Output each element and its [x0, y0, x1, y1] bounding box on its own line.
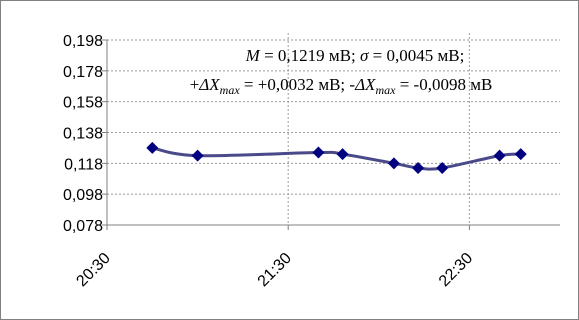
y-tick-label: 0,178 — [63, 64, 103, 81]
y-tick-label: 0,078 — [63, 218, 103, 235]
data-point-marker — [191, 149, 204, 162]
plus-delta: ΔX — [198, 75, 220, 94]
minus-prefix: - — [349, 75, 355, 94]
y-tick-label: 0,118 — [64, 156, 103, 173]
data-point-marker — [493, 149, 506, 162]
sigma-symbol: σ — [360, 46, 369, 65]
annotation: M = 0,1219 мВ; σ = 0,0045 мВ; +ΔXmax = +… — [190, 46, 493, 97]
y-tick-label: 0,198 — [63, 33, 103, 50]
sigma-value: = 0,0045 мВ; — [368, 46, 464, 65]
minus-value: = -0,0098 мВ — [395, 75, 492, 94]
data-point-marker — [387, 157, 400, 170]
y-tick-label: 0,138 — [63, 126, 103, 143]
plus-sub: max — [220, 83, 241, 97]
plus-prefix: + — [190, 75, 200, 94]
data-point-marker — [412, 161, 425, 174]
data-point-marker — [514, 148, 527, 161]
series-line — [151, 146, 521, 171]
y-tick-label: 0,098 — [63, 187, 103, 204]
x-tick-label: 22:30 — [436, 250, 476, 290]
data-point-marker — [312, 146, 325, 159]
y-tick-label: 0,158 — [63, 95, 103, 112]
x-tick-label: 21:30 — [255, 250, 295, 290]
m-symbol: M — [245, 46, 261, 65]
m-value: = 0,1219 мВ; — [260, 46, 360, 65]
plus-value: = +0,0032 мВ; — [240, 75, 350, 94]
annotation-line-2: +ΔXmax = +0,0032 мВ; -ΔXmax = -0,0098 мВ — [190, 75, 493, 97]
data-point-marker — [146, 141, 159, 154]
minus-sub: max — [375, 83, 396, 97]
minus-delta: ΔX — [354, 75, 376, 94]
data-point-marker — [336, 148, 349, 161]
data-point-marker — [436, 161, 449, 174]
annotation-line-1: M = 0,1219 мВ; σ = 0,0045 мВ; — [245, 46, 465, 65]
x-tick-label: 20:30 — [73, 250, 113, 290]
